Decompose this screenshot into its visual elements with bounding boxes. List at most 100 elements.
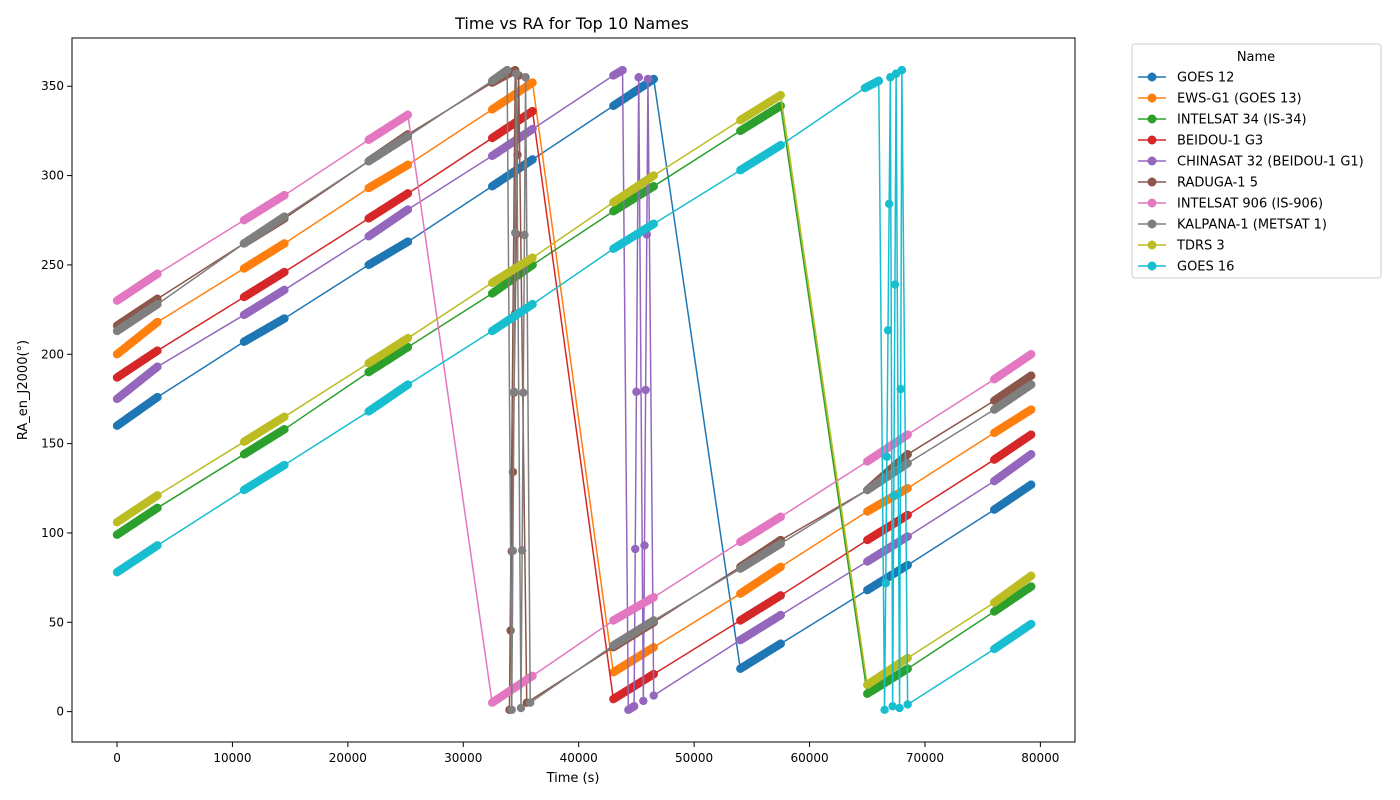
data-point	[776, 512, 785, 522]
legend: Name GOES 12 EWS-G1 (GOES 13) INTELSAT 34 …	[1131, 43, 1382, 279]
data-point	[903, 484, 912, 493]
data-point	[153, 392, 162, 402]
legend-label: EWS-G1 (GOES 13)	[1177, 92, 1302, 107]
legend-marker	[1147, 156, 1157, 166]
data-point	[776, 591, 785, 600]
data-point	[776, 141, 785, 150]
data-point	[776, 539, 785, 548]
data-point	[280, 212, 289, 221]
legend-entry: EWS-G1 (GOES 13)	[1138, 92, 1302, 107]
legend-label: GOES 12	[1177, 71, 1234, 86]
series-1	[112, 74, 1036, 673]
data-point	[280, 425, 289, 434]
series-10	[112, 65, 1036, 715]
legend-label: TDRS 3	[1176, 239, 1225, 254]
series-layer	[112, 65, 1036, 715]
data-point	[889, 491, 898, 500]
series-4	[112, 107, 1036, 704]
data-point	[640, 541, 649, 550]
legend-marker	[1147, 114, 1157, 124]
data-point	[649, 171, 658, 180]
data-point	[526, 698, 535, 707]
data-point	[502, 65, 512, 75]
chart-title: Time vs RA for Top 10 Names	[454, 14, 689, 33]
legend-marker	[1147, 72, 1157, 82]
data-point	[884, 199, 894, 209]
series-3	[112, 101, 1036, 698]
data-point	[516, 703, 526, 713]
legend-label: KALPANA-1 (METSAT 1)	[1177, 218, 1327, 233]
data-point	[883, 326, 893, 335]
data-point	[403, 132, 413, 141]
data-point	[403, 160, 413, 170]
data-point	[641, 385, 650, 395]
data-point	[1026, 405, 1036, 414]
data-point	[649, 691, 658, 700]
data-point	[639, 696, 648, 706]
x-axis-label: Time (s)	[546, 771, 600, 786]
data-point	[649, 593, 658, 602]
data-point	[649, 219, 658, 229]
legend-marker	[1147, 93, 1157, 103]
legend-label: CHINASAT 32 (BEIDOU-1 G1)	[1177, 155, 1364, 170]
data-point	[528, 78, 537, 87]
y-axis-label: RA_en_J2000(°)	[16, 340, 31, 440]
data-point	[903, 532, 912, 541]
data-point	[896, 384, 905, 394]
x-tick-label: 10000	[213, 751, 251, 765]
legend-marker	[1147, 261, 1157, 271]
data-point	[508, 546, 518, 556]
legend-frame	[1131, 43, 1382, 279]
legend-entry: RADUGA-1 5	[1138, 176, 1258, 191]
x-tick-label: 80000	[1021, 751, 1059, 765]
data-point	[649, 616, 658, 625]
legend-entries: GOES 12 EWS-G1 (GOES 13) INTELSAT 34 (IS-3…	[1138, 71, 1364, 275]
y-axis: 0 50 100 150 200 250 300 350	[41, 79, 72, 719]
data-point	[517, 546, 527, 555]
data-point	[618, 65, 627, 75]
data-point	[280, 314, 289, 323]
data-point	[153, 503, 162, 513]
y-tick-label: 300	[41, 169, 64, 183]
y-tick-label: 250	[41, 258, 64, 272]
data-point	[403, 333, 413, 343]
data-point	[280, 412, 289, 422]
legend-marker	[1147, 177, 1157, 187]
data-point	[880, 705, 889, 715]
data-point	[403, 342, 413, 352]
data-point	[903, 510, 912, 520]
data-point	[528, 253, 537, 262]
plot-area	[71, 37, 1076, 743]
y-tick-label: 50	[49, 615, 64, 629]
data-point	[776, 610, 785, 620]
data-point	[776, 101, 785, 111]
series-5	[112, 65, 1036, 715]
legend-entry: INTELSAT 34 (IS-34)	[1138, 113, 1307, 128]
data-point	[903, 700, 912, 709]
legend-marker	[1147, 219, 1157, 229]
data-point	[1026, 380, 1036, 389]
legend-entry: CHINASAT 32 (BEIDOU-1 G1)	[1138, 155, 1364, 170]
data-point	[629, 702, 639, 711]
x-tick-label: 40000	[560, 751, 598, 765]
data-point	[897, 65, 907, 75]
data-point	[1026, 480, 1036, 489]
legend-label: BEIDOU-1 G3	[1177, 134, 1263, 149]
data-point	[520, 230, 529, 240]
data-point	[153, 491, 162, 500]
data-point	[1026, 430, 1036, 439]
data-point	[280, 239, 289, 248]
data-point	[153, 346, 162, 355]
data-point	[1026, 619, 1036, 629]
data-point	[519, 388, 528, 397]
y-tick-label: 0	[56, 705, 64, 719]
legend-label: INTELSAT 34 (IS-34)	[1177, 113, 1307, 128]
x-tick-label: 20000	[329, 751, 367, 765]
data-point	[507, 705, 516, 715]
data-point	[153, 317, 162, 327]
legend-marker	[1147, 240, 1157, 250]
series-9	[112, 90, 1036, 690]
x-axis: 0 10000 20000 30000 40000 50000 60000 70000 8000…	[113, 742, 1059, 765]
data-point	[649, 74, 658, 84]
